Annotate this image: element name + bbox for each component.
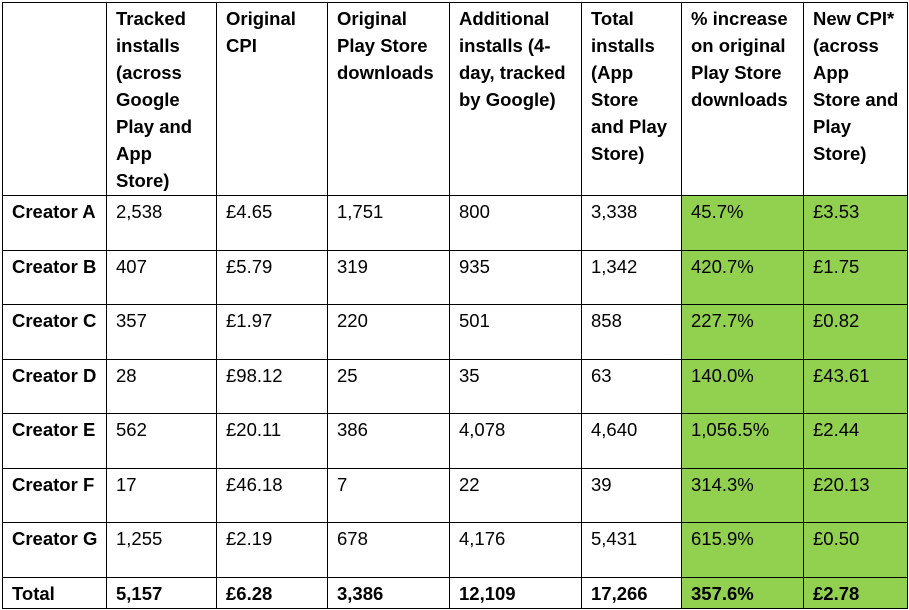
total-additional-installs: 12,109 (449, 576, 582, 609)
column-header-original-cpi: Original CPI (216, 2, 328, 196)
column-header-blank (2, 2, 107, 196)
total-installs-cell: 1,342 (581, 249, 682, 305)
percent-increase-cell: 227.7% (681, 304, 804, 360)
new-cpi-cell: £1.75 (803, 249, 908, 305)
tracked-installs-cell: 28 (106, 358, 217, 414)
tracked-installs-cell: 562 (106, 413, 217, 469)
new-cpi-cell: £0.50 (803, 522, 908, 578)
original-cpi-cell: £1.97 (216, 304, 328, 360)
new-cpi-cell: £3.53 (803, 195, 908, 251)
additional-installs-cell: 4,176 (449, 522, 582, 578)
table-row: Creator D 28 £98.12 25 35 63 140.0% £43.… (2, 358, 908, 414)
tracked-installs-cell: 1,255 (106, 522, 217, 578)
original-cpi-cell: £5.79 (216, 249, 328, 305)
percent-increase-cell: 1,056.5% (681, 413, 804, 469)
column-header-new-cpi: New CPI* (across App Store and Play Stor… (803, 2, 908, 196)
total-installs-cell: 4,640 (581, 413, 682, 469)
tracked-installs-cell: 407 (106, 249, 217, 305)
table-row: Creator G 1,255 £2.19 678 4,176 5,431 61… (2, 522, 908, 578)
table-row: Creator B 407 £5.79 319 935 1,342 420.7%… (2, 249, 908, 305)
row-label: Creator B (2, 249, 107, 305)
column-header-additional-installs: Additional installs (4-day, tracked by G… (449, 2, 582, 196)
column-header-percent-increase: % increase on original Play Store downlo… (681, 2, 804, 196)
column-header-total-installs: Total installs (App Store and Play Store… (581, 2, 682, 196)
additional-installs-cell: 800 (449, 195, 582, 251)
original-cpi-cell: £46.18 (216, 467, 328, 523)
table-row: Creator A 2,538 £4.65 1,751 800 3,338 45… (2, 195, 908, 251)
total-installs: 17,266 (581, 576, 682, 609)
header-row: Tracked installs (across Google Play and… (2, 2, 908, 196)
percent-increase-cell: 615.9% (681, 522, 804, 578)
total-installs-cell: 5,431 (581, 522, 682, 578)
original-downloads-cell: 7 (327, 467, 450, 523)
original-downloads-cell: 220 (327, 304, 450, 360)
row-label: Creator A (2, 195, 107, 251)
column-header-original-play-store-downloads: Original Play Store downloads (327, 2, 450, 196)
new-cpi-cell: £2.44 (803, 413, 908, 469)
percent-increase-cell: 45.7% (681, 195, 804, 251)
additional-installs-cell: 35 (449, 358, 582, 414)
new-cpi-cell: £43.61 (803, 358, 908, 414)
original-cpi-cell: £2.19 (216, 522, 328, 578)
original-downloads-cell: 1,751 (327, 195, 450, 251)
new-cpi-cell: £20.13 (803, 467, 908, 523)
column-header-tracked-installs: Tracked installs (across Google Play and… (106, 2, 217, 196)
new-cpi-cell: £0.82 (803, 304, 908, 360)
additional-installs-cell: 501 (449, 304, 582, 360)
additional-installs-cell: 4,078 (449, 413, 582, 469)
tracked-installs-cell: 357 (106, 304, 217, 360)
percent-increase-cell: 314.3% (681, 467, 804, 523)
table-row: Creator F 17 £46.18 7 22 39 314.3% £20.1… (2, 467, 908, 523)
total-original-cpi: £6.28 (216, 576, 328, 609)
total-installs-cell: 39 (581, 467, 682, 523)
row-label: Creator E (2, 413, 107, 469)
original-cpi-cell: £20.11 (216, 413, 328, 469)
total-label: Total (2, 576, 107, 609)
additional-installs-cell: 22 (449, 467, 582, 523)
row-label: Creator C (2, 304, 107, 360)
percent-increase-cell: 140.0% (681, 358, 804, 414)
original-downloads-cell: 678 (327, 522, 450, 578)
row-label: Creator D (2, 358, 107, 414)
tracked-installs-cell: 2,538 (106, 195, 217, 251)
additional-installs-cell: 935 (449, 249, 582, 305)
total-installs-cell: 63 (581, 358, 682, 414)
original-downloads-cell: 25 (327, 358, 450, 414)
total-original-downloads: 3,386 (327, 576, 450, 609)
total-row: Total 5,157 £6.28 3,386 12,109 17,266 35… (2, 576, 908, 609)
table-row: Creator C 357 £1.97 220 501 858 227.7% £… (2, 304, 908, 360)
total-new-cpi: £2.78 (803, 576, 908, 609)
original-downloads-cell: 386 (327, 413, 450, 469)
total-installs-cell: 858 (581, 304, 682, 360)
original-downloads-cell: 319 (327, 249, 450, 305)
total-percent-increase: 357.6% (681, 576, 804, 609)
row-label: Creator F (2, 467, 107, 523)
table-row: Creator E 562 £20.11 386 4,078 4,640 1,0… (2, 413, 908, 469)
total-tracked-installs: 5,157 (106, 576, 217, 609)
original-cpi-cell: £98.12 (216, 358, 328, 414)
percent-increase-cell: 420.7% (681, 249, 804, 305)
original-cpi-cell: £4.65 (216, 195, 328, 251)
tracked-installs-cell: 17 (106, 467, 217, 523)
total-installs-cell: 3,338 (581, 195, 682, 251)
row-label: Creator G (2, 522, 107, 578)
